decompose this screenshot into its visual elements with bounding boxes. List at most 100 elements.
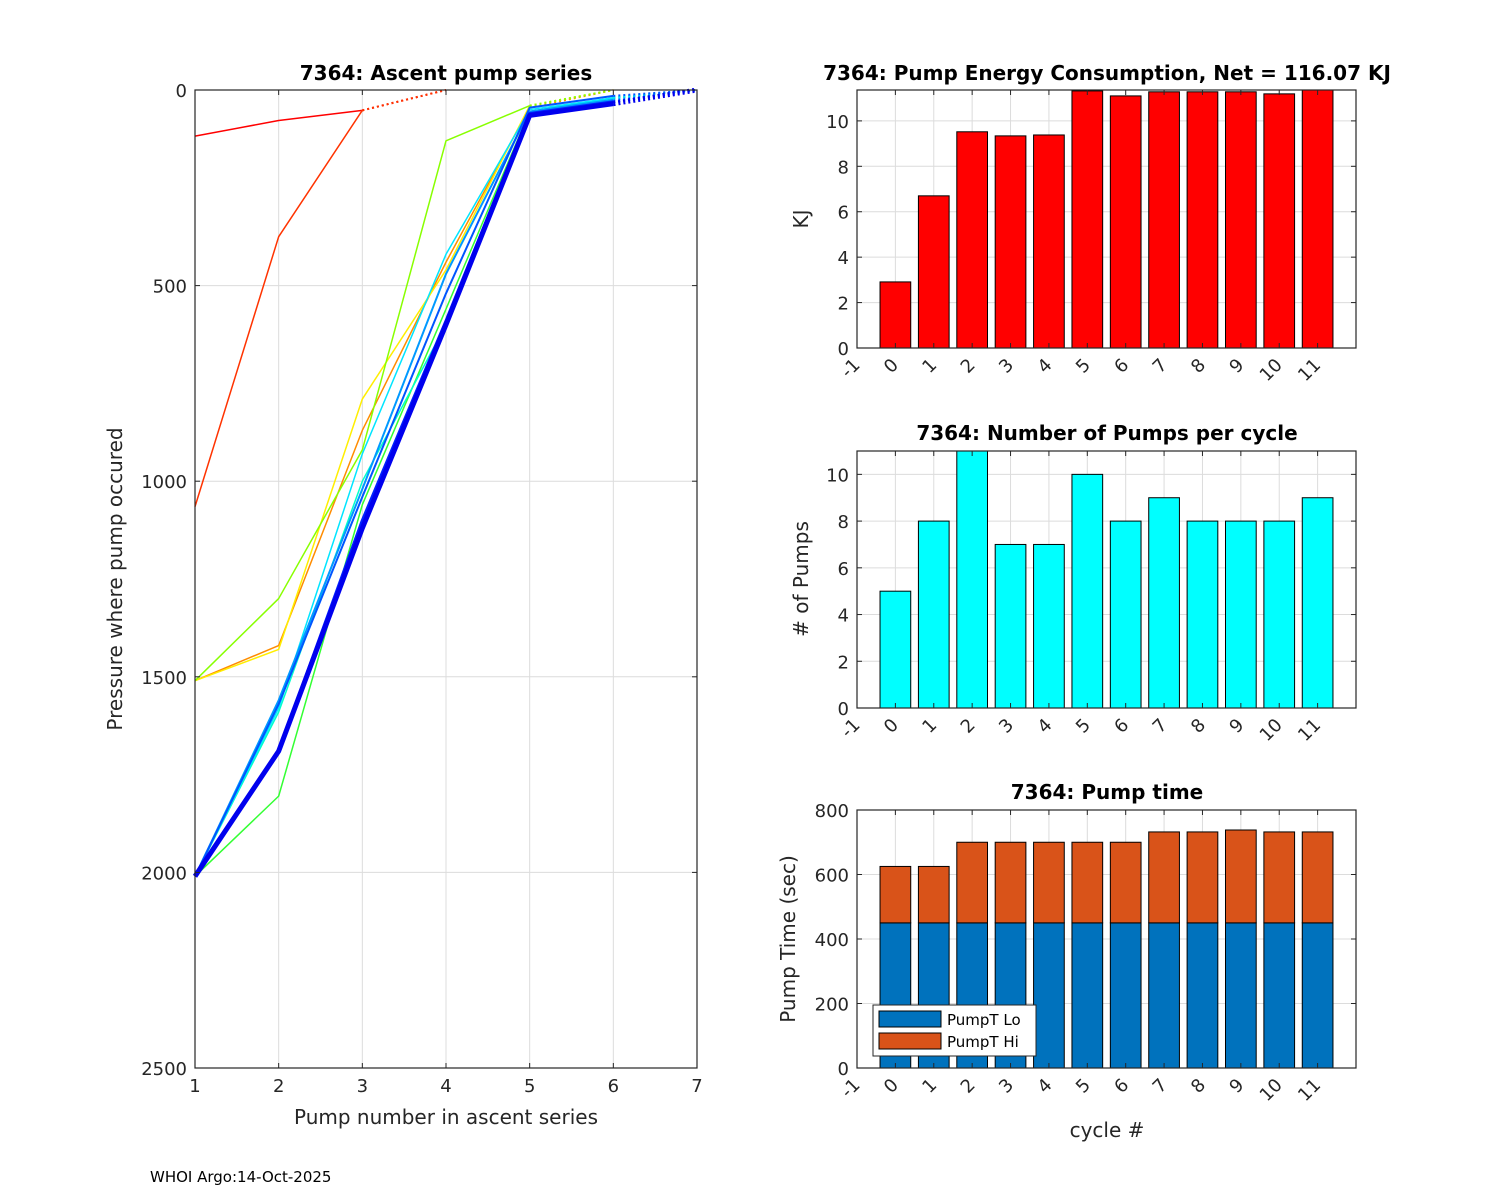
- x-tick-label: 0: [880, 715, 903, 738]
- x-tick-label: 3: [995, 1075, 1018, 1098]
- x-tick-label: 5: [1072, 715, 1095, 738]
- ascent-ticks: 1 2 3 4 5 6 7 0 500 1000 1500 2000 2500: [141, 81, 703, 1097]
- bar: [994, 135, 1027, 349]
- y-tick-label: 4: [838, 606, 849, 627]
- bar-segment-pumpt-hi: [1263, 831, 1296, 924]
- bar: [1109, 520, 1142, 709]
- series-line: [194, 109, 363, 137]
- bar-segment-pumpt-hi: [1109, 841, 1142, 924]
- pumptime-legend: PumpT Lo PumpT Hi: [872, 1004, 1037, 1057]
- ascent-grid: [194, 89, 698, 1069]
- series-line: [194, 107, 531, 682]
- bar: [1071, 473, 1104, 709]
- energy-title: 7364: Pump Energy Consumption, Net = 116…: [823, 61, 1391, 85]
- ascent-title: 7364: Ascent pump series: [300, 61, 593, 85]
- series-line: [194, 98, 614, 877]
- x-tick-label: 8: [1187, 355, 1210, 378]
- bar: [1148, 91, 1180, 349]
- pumps-axis-box: [856, 450, 1357, 709]
- x-tick-label: 2: [957, 1075, 980, 1098]
- y-tick-label: 0: [838, 699, 849, 720]
- bar: [994, 543, 1027, 709]
- x-tick-label: 2: [957, 355, 980, 378]
- bar: [879, 590, 912, 709]
- bar-segment-pumpt-lo: [1186, 922, 1219, 1069]
- y-tick-label: 200: [815, 995, 849, 1016]
- x-tick-label: 7: [1149, 715, 1172, 738]
- x-tick-label: 7: [1149, 1075, 1172, 1098]
- legend-label-hi: PumpT Hi: [947, 1033, 1019, 1051]
- y-tick-label: 500: [153, 277, 187, 298]
- pumptime-ylabel: Pump Time (sec): [776, 855, 800, 1023]
- x-tick-label: 4: [1034, 1075, 1057, 1098]
- y-tick-label: 1000: [141, 472, 187, 493]
- x-tick-label: 6: [608, 1076, 619, 1097]
- pumptime-title: 7364: Pump time: [1011, 780, 1203, 804]
- x-tick-label: 6: [1110, 1075, 1133, 1098]
- pumps-ylabel: # of Pumps: [789, 521, 813, 637]
- x-tick-label: 9: [1225, 1075, 1248, 1098]
- y-tick-label: 6: [838, 203, 849, 224]
- legend-swatch-hi: [878, 1032, 942, 1050]
- y-tick-label: 6: [838, 559, 849, 580]
- bar-segment-pumpt-hi: [1224, 829, 1257, 924]
- x-tick-label: 3: [995, 715, 1018, 738]
- ascent-xlabel: Pump number in ascent series: [294, 1105, 598, 1129]
- x-tick-label: 10: [1256, 355, 1287, 386]
- bar: [1263, 93, 1296, 349]
- x-tick-label: 10: [1256, 715, 1287, 746]
- bar-segment-pumpt-hi: [1148, 831, 1180, 924]
- bar-segment-pumpt-hi: [956, 841, 989, 924]
- bar: [917, 520, 950, 709]
- legend-swatch-lo: [878, 1010, 942, 1028]
- x-tick-label: 0: [880, 1075, 903, 1098]
- y-tick-label: 400: [815, 930, 849, 951]
- bar: [1148, 497, 1180, 709]
- y-tick-label: 8: [838, 157, 849, 178]
- x-tick-label: 3: [995, 355, 1018, 378]
- x-tick-label: 5: [524, 1076, 535, 1097]
- series-surface-segment: [613, 88, 698, 104]
- series-line: [194, 105, 531, 682]
- series-surface-segment: [362, 89, 447, 112]
- bar: [879, 281, 912, 349]
- x-tick-label: 1: [918, 715, 941, 738]
- series-line: [194, 109, 363, 507]
- series-surface-segment: [612, 87, 698, 107]
- x-tick-label: 11: [1294, 1075, 1325, 1106]
- x-tick-label: 5: [1072, 355, 1095, 378]
- bar-segment-pumpt-lo: [1033, 922, 1065, 1069]
- x-tick-label: 4: [440, 1076, 451, 1097]
- bar-segment-pumpt-hi: [1033, 841, 1065, 924]
- x-tick-label: 10: [1256, 1075, 1287, 1106]
- ascent-pump-series-axes: 1 2 3 4 5 6 7 0 500 1000 1500 2000 2500 7364: Ascent…: [103, 61, 703, 1129]
- y-tick-label: 2500: [141, 1059, 187, 1080]
- x-tick-label: 3: [357, 1076, 368, 1097]
- bar-segment-pumpt-lo: [1224, 922, 1257, 1069]
- bar: [1224, 520, 1257, 709]
- bar: [1263, 520, 1296, 709]
- series-line: [194, 104, 530, 682]
- bar: [956, 450, 989, 709]
- y-tick-label: 10: [826, 465, 849, 486]
- energy-bars: [879, 89, 1334, 349]
- y-tick-label: 2: [838, 652, 849, 673]
- bar: [1301, 497, 1334, 709]
- pumps-bars: [879, 450, 1334, 709]
- y-tick-label: 10: [826, 112, 849, 133]
- legend-label-lo: PumpT Lo: [947, 1011, 1021, 1029]
- y-tick-label: 2000: [141, 863, 187, 884]
- x-tick-label: 1: [918, 355, 941, 378]
- bar: [1186, 520, 1219, 709]
- x-tick-label: 2: [957, 715, 980, 738]
- y-tick-label: 2: [838, 294, 849, 315]
- bar-segment-pumpt-hi: [1301, 831, 1334, 924]
- series-line: [194, 97, 614, 877]
- y-tick-label: 0: [838, 1059, 849, 1080]
- x-tick-label: 0: [880, 355, 903, 378]
- bar-segment-pumpt-lo: [1301, 922, 1334, 1069]
- series-line: [192, 101, 614, 878]
